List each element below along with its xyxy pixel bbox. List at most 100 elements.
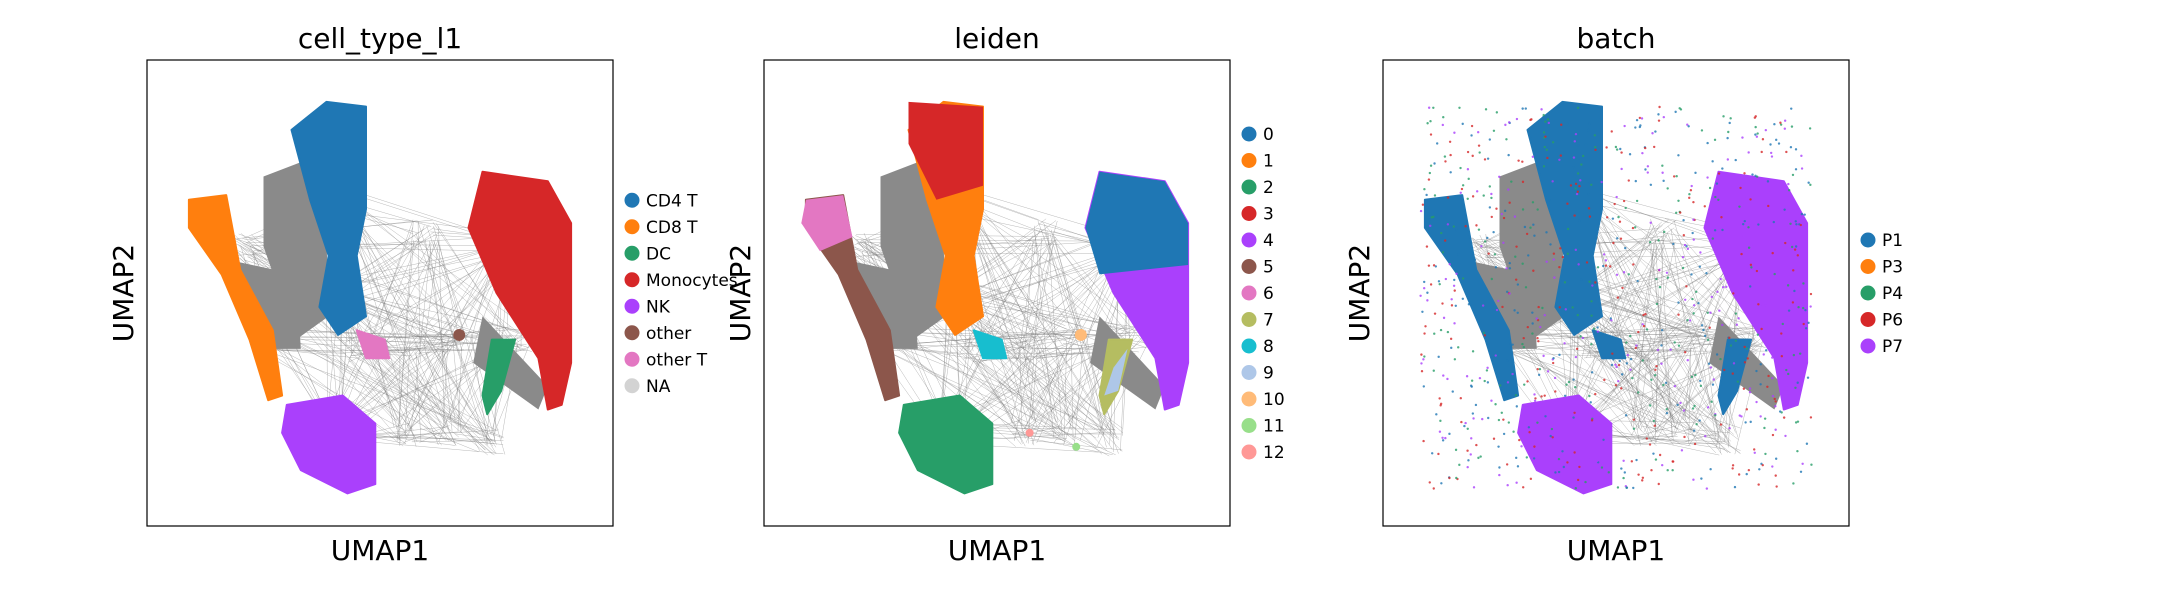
speckle-point <box>1640 117 1644 120</box>
speckle-point <box>1762 329 1766 332</box>
x-axis-label: UMAP1 <box>948 534 1047 567</box>
speckle-point <box>1719 423 1723 426</box>
speckle-point <box>1590 343 1593 346</box>
speckle-point <box>1441 436 1444 439</box>
edge-line <box>1054 236 1107 448</box>
edge-line <box>972 351 1088 362</box>
speckle-point <box>1455 272 1458 276</box>
panel-title: cell_type_l1 <box>298 22 462 55</box>
speckle-point <box>1603 378 1606 382</box>
edge-line <box>1641 354 1734 435</box>
speckle-point <box>1512 430 1515 433</box>
speckle-point <box>1706 406 1710 409</box>
speckle-point <box>1722 115 1725 118</box>
edge-line <box>424 337 494 447</box>
speckle-point <box>1549 243 1552 246</box>
edge-line <box>885 328 1103 432</box>
cluster-pinkC <box>972 329 1008 360</box>
speckle-point <box>1515 117 1519 121</box>
speckle-point <box>1649 183 1653 187</box>
speckle-point <box>1539 325 1542 329</box>
speckle-point <box>1774 428 1777 431</box>
speckle-point <box>1692 218 1695 221</box>
edge-line <box>1580 283 1707 331</box>
speckle-point <box>1663 230 1666 234</box>
speckle-point <box>1729 344 1733 347</box>
speckle-point <box>1621 286 1624 290</box>
speckle-point <box>1764 128 1768 132</box>
speckle-point <box>1528 431 1531 434</box>
speckle-point <box>1477 228 1481 231</box>
speckle-point <box>1576 106 1580 110</box>
edge-line <box>1069 423 1103 455</box>
speckle-point <box>1533 399 1537 402</box>
speckle-point <box>1506 484 1509 487</box>
speckle-point <box>1577 263 1580 266</box>
speckle-point <box>1748 387 1752 390</box>
speckle-point <box>1457 253 1460 256</box>
speckle-point <box>1662 115 1666 119</box>
speckle-point <box>1525 456 1529 459</box>
speckle-point <box>1545 148 1548 152</box>
edge-line <box>340 245 501 281</box>
speckle-point <box>1495 111 1499 114</box>
legend-label: P3 <box>1882 258 1903 278</box>
speckle-point <box>1563 151 1566 154</box>
speckle-point <box>1533 445 1536 448</box>
speckle-point <box>1524 286 1528 289</box>
speckle-point <box>1461 297 1465 300</box>
speckle-point <box>1525 232 1529 236</box>
speckle-point <box>1662 383 1665 387</box>
speckle-point <box>1552 258 1555 261</box>
cluster-9 <box>1104 348 1128 396</box>
speckle-point <box>1604 259 1608 262</box>
speckle-point <box>1517 159 1520 162</box>
speckle-point <box>1756 333 1759 336</box>
speckle-point <box>1802 282 1805 285</box>
speckle-point <box>1607 471 1610 474</box>
speckle-point <box>1438 430 1442 433</box>
cluster-top <box>1526 100 1603 336</box>
speckle-point <box>1593 134 1597 137</box>
speckle-point <box>1588 215 1592 218</box>
speckle-point <box>1594 145 1597 149</box>
legend-marker <box>1241 365 1257 380</box>
speckle-point <box>1676 403 1679 407</box>
speckle-point <box>1728 336 1731 340</box>
cluster-mono <box>467 170 573 411</box>
edge-line <box>1085 329 1105 435</box>
speckle-point <box>1545 412 1549 416</box>
speckle-point <box>1581 336 1585 340</box>
edge-line <box>1579 288 1732 442</box>
speckle-point <box>1796 449 1799 453</box>
speckle-point <box>1495 207 1498 210</box>
speckle-point <box>1605 146 1608 149</box>
speckle-point <box>1711 383 1715 386</box>
speckle-point <box>1589 401 1592 404</box>
speckle-point <box>1655 277 1658 281</box>
edge-line <box>1508 333 1634 445</box>
cluster-11 <box>1072 442 1081 451</box>
speckle-point <box>1710 400 1713 403</box>
speckle-point <box>1705 272 1708 275</box>
speckle-point <box>1551 361 1555 365</box>
speckle-point <box>1578 465 1581 469</box>
speckle-point <box>1737 473 1741 476</box>
speckle-point <box>1769 316 1773 319</box>
speckle-point <box>1514 255 1517 258</box>
speckle-point <box>1777 142 1781 145</box>
edge-line <box>1577 302 1657 443</box>
speckle-point <box>1769 151 1773 155</box>
speckle-point <box>1764 301 1767 305</box>
speckle-point <box>1503 209 1507 213</box>
speckle-point <box>1733 485 1737 489</box>
speckle-point <box>1440 482 1443 485</box>
speckle-point <box>1747 468 1751 472</box>
speckle-point <box>1807 181 1810 184</box>
legend-label: DC <box>646 244 671 264</box>
legend-label: other <box>646 324 691 344</box>
legend-marker <box>624 351 640 367</box>
speckle-point <box>1453 289 1456 292</box>
speckle-point <box>1494 403 1497 406</box>
speckle-point <box>1787 182 1790 186</box>
